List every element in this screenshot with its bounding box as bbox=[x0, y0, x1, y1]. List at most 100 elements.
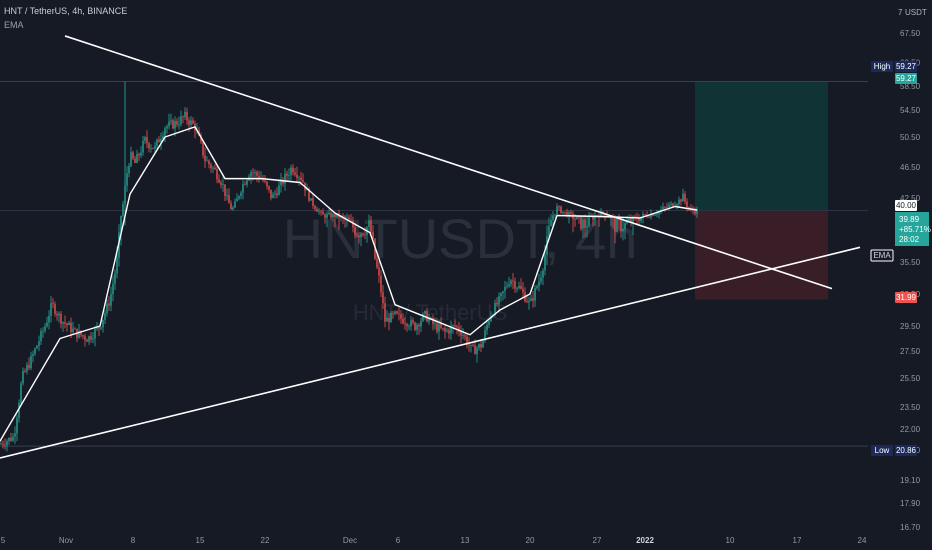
candle-body bbox=[286, 173, 288, 176]
candle-body bbox=[78, 330, 80, 338]
candle-body bbox=[644, 214, 646, 216]
loss-zone bbox=[695, 210, 828, 300]
candle-body bbox=[686, 201, 688, 207]
candle-body bbox=[670, 203, 672, 205]
candle-body bbox=[90, 336, 92, 340]
candle-body bbox=[544, 255, 546, 271]
time-tick-label: 24 bbox=[858, 536, 867, 545]
ema-polyline bbox=[0, 126, 698, 442]
candle-body bbox=[634, 216, 636, 218]
candle-body bbox=[358, 235, 360, 238]
candle-body bbox=[144, 137, 146, 141]
candle-body bbox=[104, 313, 106, 320]
candle-body bbox=[356, 234, 358, 236]
candle-body bbox=[460, 331, 462, 336]
last-price-text: 39.89 bbox=[899, 215, 920, 224]
candle-body bbox=[476, 348, 478, 355]
price-tick-label: 25.50 bbox=[900, 374, 921, 383]
position-zones bbox=[695, 81, 828, 300]
price-tick-label: 54.50 bbox=[900, 106, 921, 115]
candle-body bbox=[438, 324, 440, 332]
price-tick-label: 19.10 bbox=[900, 476, 921, 485]
candle-body bbox=[626, 221, 628, 224]
candle-body bbox=[166, 126, 168, 129]
time-tick-label: 5 bbox=[1, 536, 6, 545]
candle-body bbox=[348, 217, 350, 220]
trendlines[interactable] bbox=[0, 35, 861, 459]
candle-body bbox=[302, 180, 304, 183]
candle-body bbox=[80, 330, 82, 336]
candle-body bbox=[200, 135, 202, 142]
candle-body bbox=[160, 138, 162, 143]
candle-body bbox=[72, 328, 74, 333]
candle-body bbox=[458, 327, 460, 332]
candle-body bbox=[318, 211, 320, 213]
symbol-title[interactable]: HNT / TetherUS, 4h, BINANCE bbox=[4, 6, 128, 16]
price-tick-label: 17.90 bbox=[900, 499, 921, 508]
candle-body bbox=[62, 322, 64, 324]
candle-body bbox=[584, 219, 586, 228]
candle-body bbox=[314, 205, 316, 209]
candle-body bbox=[20, 383, 22, 403]
candle-body bbox=[654, 214, 656, 216]
candle-body bbox=[46, 322, 48, 327]
candle-body bbox=[428, 318, 430, 322]
high-label-tag-text: High bbox=[874, 62, 890, 71]
candle-body bbox=[222, 184, 224, 186]
candle-body bbox=[640, 216, 642, 222]
candle-body bbox=[316, 208, 318, 212]
candle-body bbox=[128, 165, 130, 174]
target-value-tag bbox=[895, 73, 917, 84]
candle-body bbox=[446, 330, 448, 332]
candle-body bbox=[214, 167, 216, 170]
candle-body bbox=[526, 301, 528, 303]
candle-body bbox=[48, 315, 50, 323]
candle-body bbox=[158, 139, 160, 143]
candle-body bbox=[682, 193, 684, 202]
candle-body bbox=[436, 323, 438, 332]
candle-body bbox=[486, 324, 488, 331]
candle-body bbox=[112, 283, 114, 295]
candle-body bbox=[434, 323, 436, 325]
candle-body bbox=[136, 154, 138, 163]
candle-body bbox=[142, 140, 144, 153]
candle-body bbox=[410, 320, 412, 327]
candle-body bbox=[362, 233, 364, 235]
candle-body bbox=[554, 214, 556, 216]
candle-body bbox=[6, 441, 8, 446]
candle-body bbox=[332, 213, 334, 218]
candle-body bbox=[622, 229, 624, 232]
candle-body bbox=[668, 204, 670, 208]
candle-body bbox=[600, 211, 602, 218]
candle-body bbox=[452, 325, 454, 327]
candle-body bbox=[538, 281, 540, 287]
candle-body bbox=[638, 218, 640, 222]
candle-body bbox=[184, 111, 186, 118]
candle-body bbox=[506, 285, 508, 287]
entry-value-tag bbox=[895, 200, 917, 211]
candle-body bbox=[296, 174, 298, 178]
candle-body bbox=[558, 206, 560, 208]
candle-body bbox=[180, 116, 182, 125]
last-change-text: +85.71% bbox=[899, 225, 931, 234]
candle-body bbox=[522, 288, 524, 293]
candle-body bbox=[566, 211, 568, 217]
candle-body bbox=[466, 336, 468, 345]
candle-body bbox=[230, 203, 232, 210]
candle-body bbox=[472, 344, 474, 346]
candle-body bbox=[108, 303, 110, 306]
candle-body bbox=[326, 214, 328, 218]
candle-body bbox=[58, 313, 60, 316]
candle-body bbox=[606, 215, 608, 217]
candle-body bbox=[550, 219, 552, 227]
candle-body bbox=[270, 189, 272, 199]
indicator-label[interactable]: EMA bbox=[4, 20, 24, 30]
price-tags: High 59.27 59.27 40.00 39.89+85.71%28:02 EMA 3… bbox=[870, 61, 931, 456]
candle-body bbox=[408, 326, 410, 328]
candle-body bbox=[320, 211, 322, 213]
candle-body bbox=[192, 120, 194, 124]
stop-value-tag bbox=[895, 292, 917, 303]
candle-body bbox=[266, 181, 268, 187]
candle-body bbox=[536, 286, 538, 289]
